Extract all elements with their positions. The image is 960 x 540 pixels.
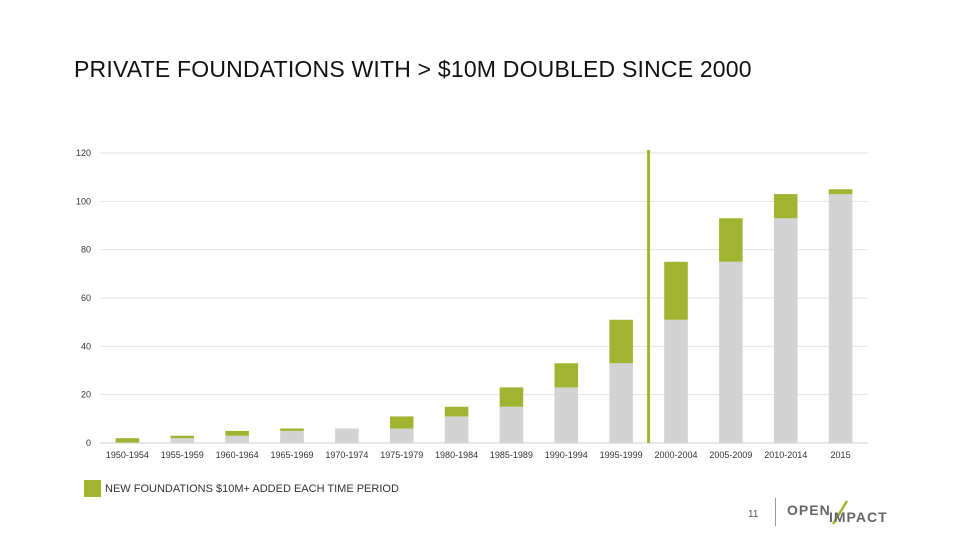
logo-open-text: OPEN	[787, 502, 831, 518]
open-impact-logo: OPEN IMPACT	[787, 500, 897, 528]
y-tick-label: 100	[76, 196, 91, 206]
x-tick-label: 2010-2014	[764, 450, 807, 460]
x-tick-label: 1970-1974	[325, 450, 368, 460]
bar-new	[115, 438, 140, 443]
y-tick-label: 20	[81, 390, 91, 400]
legend-label: NEW FOUNDATIONS $10M+ ADDED EACH TIME PE…	[105, 482, 399, 495]
bar-existing	[609, 363, 633, 443]
bar-existing	[664, 319, 688, 443]
bar-new	[773, 194, 798, 219]
bar-existing	[499, 406, 524, 443]
y-tick-label: 60	[81, 293, 91, 303]
bar-existing	[828, 194, 853, 443]
bar-existing	[444, 416, 469, 443]
bar-new	[280, 428, 304, 431]
logo-slash-icon	[831, 500, 849, 525]
bar-existing	[719, 261, 743, 443]
bar-new	[170, 435, 195, 439]
x-tick-label: 1980-1984	[435, 450, 478, 460]
legend: NEW FOUNDATIONS $10M+ ADDED EACH TIME PE…	[84, 480, 399, 497]
x-tick-label: 1975-1979	[380, 450, 423, 460]
logo-impact-text: IMPACT	[829, 509, 888, 525]
bar-existing	[170, 438, 195, 443]
period-marker-line	[647, 150, 651, 443]
y-tick-label: 0	[86, 438, 91, 448]
x-tick-label: 1950-1954	[106, 450, 149, 460]
bar-new	[664, 261, 688, 320]
bar-new	[389, 416, 414, 429]
legend-swatch	[84, 480, 101, 497]
bar-existing	[280, 430, 304, 443]
bar-new	[609, 319, 633, 364]
page-number: 11	[748, 509, 759, 520]
x-tick-label: 1965-1969	[270, 450, 313, 460]
bar-new	[444, 406, 469, 417]
bar-new	[828, 189, 853, 195]
bar-new	[719, 218, 743, 262]
y-tick-label: 40	[81, 341, 91, 351]
x-tick-label: 2000-2004	[654, 450, 697, 460]
x-tick-label: 1990-1994	[545, 450, 588, 460]
footer-divider	[775, 498, 776, 526]
bar-new	[554, 363, 579, 388]
bar-existing	[773, 218, 798, 443]
x-tick-label: 2005-2009	[709, 450, 752, 460]
chart-title: PRIVATE FOUNDATIONS WITH > $10M DOUBLED …	[74, 56, 752, 82]
y-tick-label: 120	[76, 148, 91, 158]
x-tick-label: 1955-1959	[161, 450, 204, 460]
x-tick-label: 2015	[831, 450, 851, 460]
bar-new	[499, 387, 524, 407]
bar-existing	[225, 435, 249, 443]
bar-new	[225, 430, 249, 436]
x-tick-label: 1995-1999	[600, 450, 643, 460]
y-tick-label: 80	[81, 245, 91, 255]
bar-existing	[389, 428, 414, 443]
x-tick-label: 1985-1989	[490, 450, 533, 460]
bar-existing	[554, 387, 579, 443]
bar-existing	[335, 428, 359, 443]
x-tick-label: 1960-1964	[216, 450, 259, 460]
